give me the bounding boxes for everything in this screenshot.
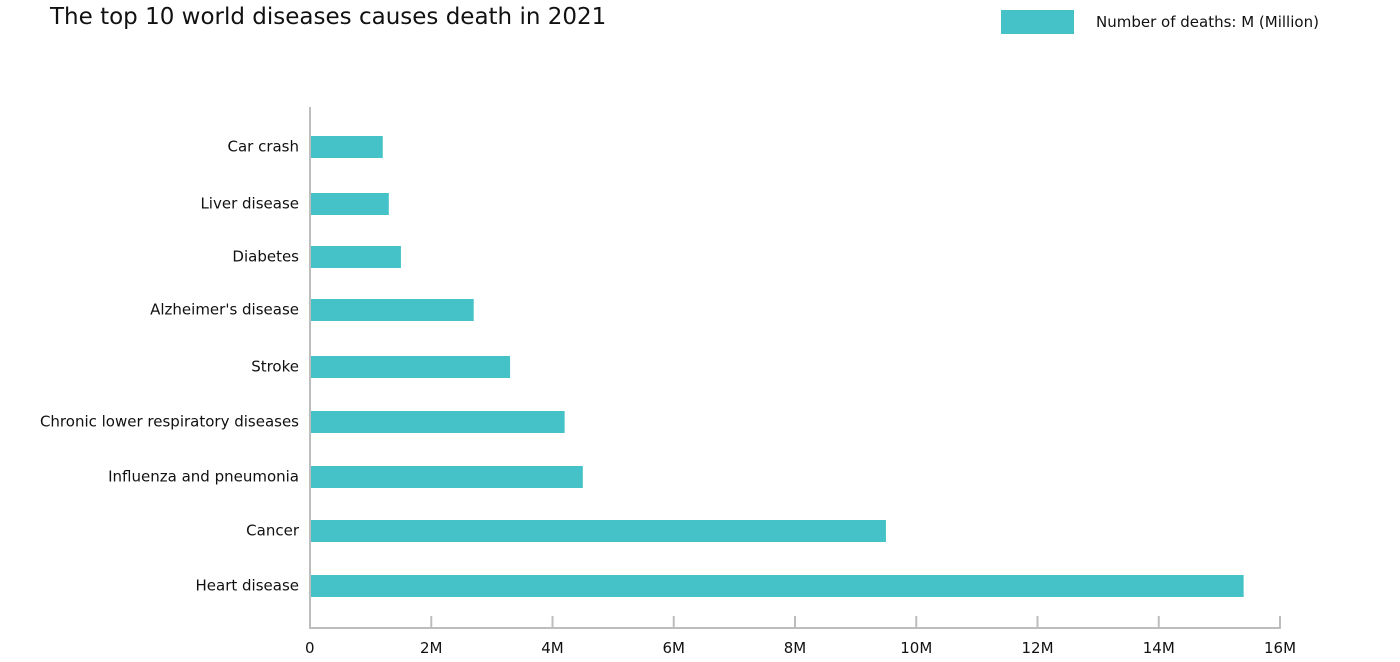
x-tick-label: 8M — [784, 639, 807, 657]
category-label-stroke: Stroke — [251, 358, 299, 376]
x-tick-label: 6M — [663, 639, 686, 657]
x-tick-label: 2M — [420, 639, 443, 657]
x-ticks: 0 2M 4M 6M 8M 10M 12M 14M 16M — [305, 616, 1296, 657]
category-label-influenza-and-pneumonia: Influenza and pneumonia — [108, 468, 299, 486]
bar-alzheimer-s-disease — [310, 299, 474, 321]
chart-title: The top 10 world diseases causes death i… — [50, 4, 607, 30]
x-tick-label: 14M — [1143, 639, 1175, 657]
bar-stroke — [310, 356, 511, 378]
category-label-cancer: Cancer — [246, 522, 300, 540]
category-label-diabetes: Diabetes — [232, 248, 299, 266]
x-tick-label: 12M — [1021, 639, 1053, 657]
legend-swatch — [1001, 10, 1074, 34]
x-tick-label: 0 — [305, 639, 315, 657]
x-tick-label: 4M — [541, 639, 564, 657]
bar-diabetes — [310, 246, 401, 268]
category-label-liver-disease: Liver disease — [200, 195, 299, 213]
bar-cancer — [310, 520, 886, 542]
legend-label: Number of deaths: M (Million) — [1096, 13, 1319, 31]
category-label-alzheimer-s-disease: Alzheimer's disease — [150, 301, 299, 319]
bar-influenza-and-pneumonia — [310, 466, 583, 488]
legend: Number of deaths: M (Million) — [1001, 9, 1319, 35]
bar-car-crash — [310, 136, 383, 158]
bars-layer — [310, 136, 1244, 597]
x-tick-label: 16M — [1264, 639, 1296, 657]
category-label-car-crash: Car crash — [227, 138, 299, 156]
bar-liver-disease — [310, 193, 389, 215]
category-label-heart-disease: Heart disease — [196, 577, 299, 595]
bar-chronic-lower-respiratory-diseases — [310, 411, 565, 433]
bar-heart-disease — [310, 575, 1244, 597]
category-labels: Car crash Liver disease Diabetes Alzheimer'… — [40, 138, 300, 595]
category-label-chronic-lower-respiratory-diseases: Chronic lower respiratory diseases — [40, 413, 299, 431]
x-tick-label: 10M — [900, 639, 932, 657]
